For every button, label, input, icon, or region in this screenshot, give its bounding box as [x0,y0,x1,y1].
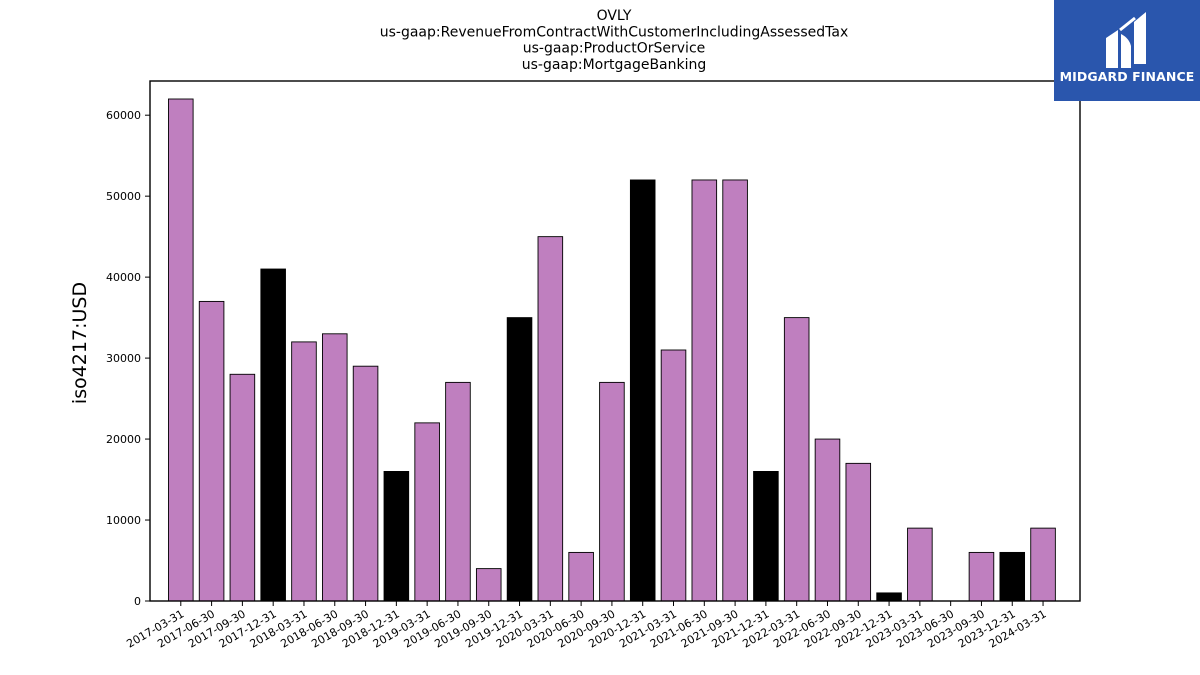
bar [814,438,841,602]
y-tick-label: 30000 [106,352,141,365]
bar [198,300,225,602]
bar [876,592,902,602]
bar [260,268,286,602]
chart-title: OVLYus-gaap:RevenueFromContractWithCusto… [380,8,849,73]
y-tick-label: 10000 [106,514,141,527]
y-tick-label: 50000 [106,190,141,203]
bar [722,179,748,602]
bar [322,333,348,602]
y-tick-label: 0 [134,595,141,608]
bar [352,365,379,602]
y-tick-label: 60000 [106,109,141,122]
y-axis-label: iso4217:USD [69,282,91,404]
bar [383,471,410,602]
bar [537,236,564,602]
bar [660,349,687,602]
bar [968,551,995,602]
bar [414,422,440,602]
bar [999,551,1026,602]
bar [753,471,779,602]
bar [845,462,872,602]
bar [506,317,533,602]
bars [168,98,1056,602]
chart-title-line: us-gaap:RevenueFromContractWithCustomerI… [380,24,849,40]
bar [1030,527,1056,602]
x-axis: 2017-03-312017-06-302017-09-302017-12-31… [124,601,1049,651]
chart-title-line: OVLY [597,8,632,24]
y-tick-label: 20000 [106,433,141,446]
bar [291,341,317,602]
bar [229,373,256,602]
bar [783,317,810,602]
y-tick-label: 40000 [106,271,141,284]
y-axis: 0 10000 20000 30000 40000 50000 60000 [106,109,150,608]
logo: MIDGARD FINANCE [1054,0,1200,101]
bar [475,568,502,602]
bar [691,179,718,602]
chart-title-line: us-gaap:ProductOrService [523,41,706,57]
logo-icon [1106,12,1146,68]
bar [629,179,656,602]
logo-text: MIDGARD FINANCE [1059,69,1195,84]
bar [599,381,625,602]
bar [568,551,594,602]
chart-title-line: us-gaap:MortgageBanking [522,57,707,73]
bar [445,381,471,602]
plot-frame [149,80,1081,602]
bar [168,98,194,602]
bar [907,527,933,602]
